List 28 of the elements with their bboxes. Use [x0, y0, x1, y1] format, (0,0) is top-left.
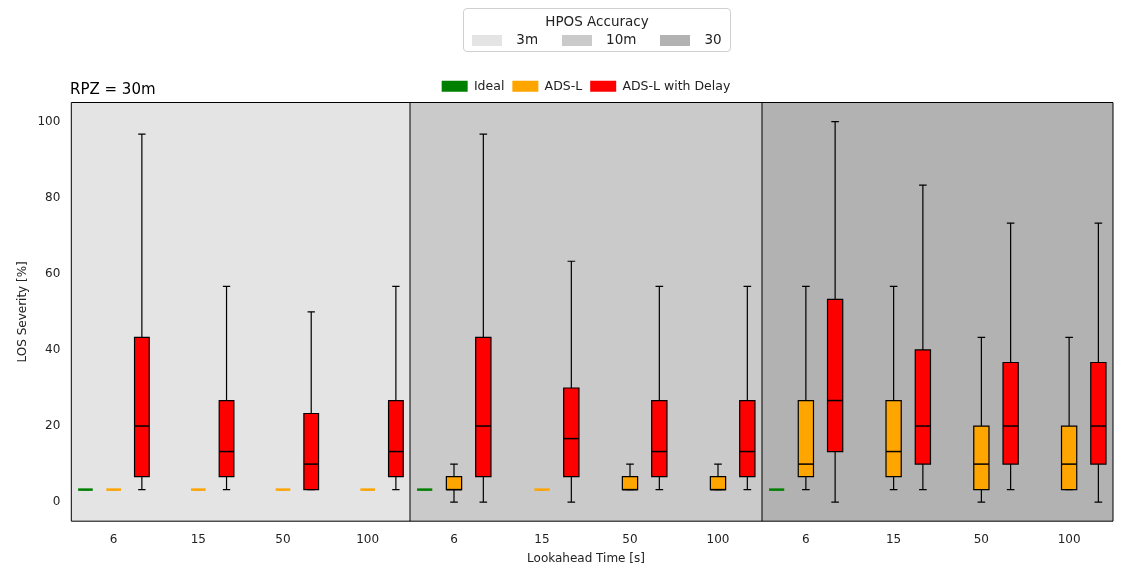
legend-label: 30 [704, 31, 722, 47]
y-axis-title: LOS Severity [%] [15, 261, 30, 363]
y-tick-label: 100 [37, 113, 61, 128]
x-tick-label: 6 [802, 531, 810, 546]
x-tick-label: 100 [1057, 531, 1081, 546]
x-tick-label: 15 [885, 531, 902, 546]
x-tick-label: 100 [706, 531, 730, 546]
legend-title: HPOS Accuracy [544, 13, 650, 29]
x-tick-label: 50 [973, 531, 990, 546]
y-tick-label: 60 [45, 265, 61, 280]
x-tick-label: 6 [450, 531, 458, 546]
y-tick-label: 20 [45, 418, 61, 433]
y-tick-label: 0 [52, 494, 61, 509]
x-tick-label: 15 [190, 531, 206, 546]
legend-label: 10m [606, 31, 637, 47]
x-tick-label: 50 [622, 531, 638, 546]
y-tick-label: 40 [45, 342, 61, 357]
chart-title: RPZ = 30m [70, 80, 156, 98]
legend-label: ADS-L [544, 77, 583, 93]
x-tick-label: 15 [534, 531, 550, 546]
x-tick-label: 100 [356, 531, 380, 546]
x-tick-label: 50 [275, 531, 291, 546]
legend-label: Ideal [473, 77, 505, 93]
x-tick-label: 6 [109, 531, 118, 546]
x-axis-title: Lookahead Time [s] [527, 550, 645, 565]
legend-label: ADS-L with Delay [622, 77, 731, 93]
legend-label: 3m [516, 31, 539, 47]
y-tick-label: 80 [45, 189, 61, 204]
